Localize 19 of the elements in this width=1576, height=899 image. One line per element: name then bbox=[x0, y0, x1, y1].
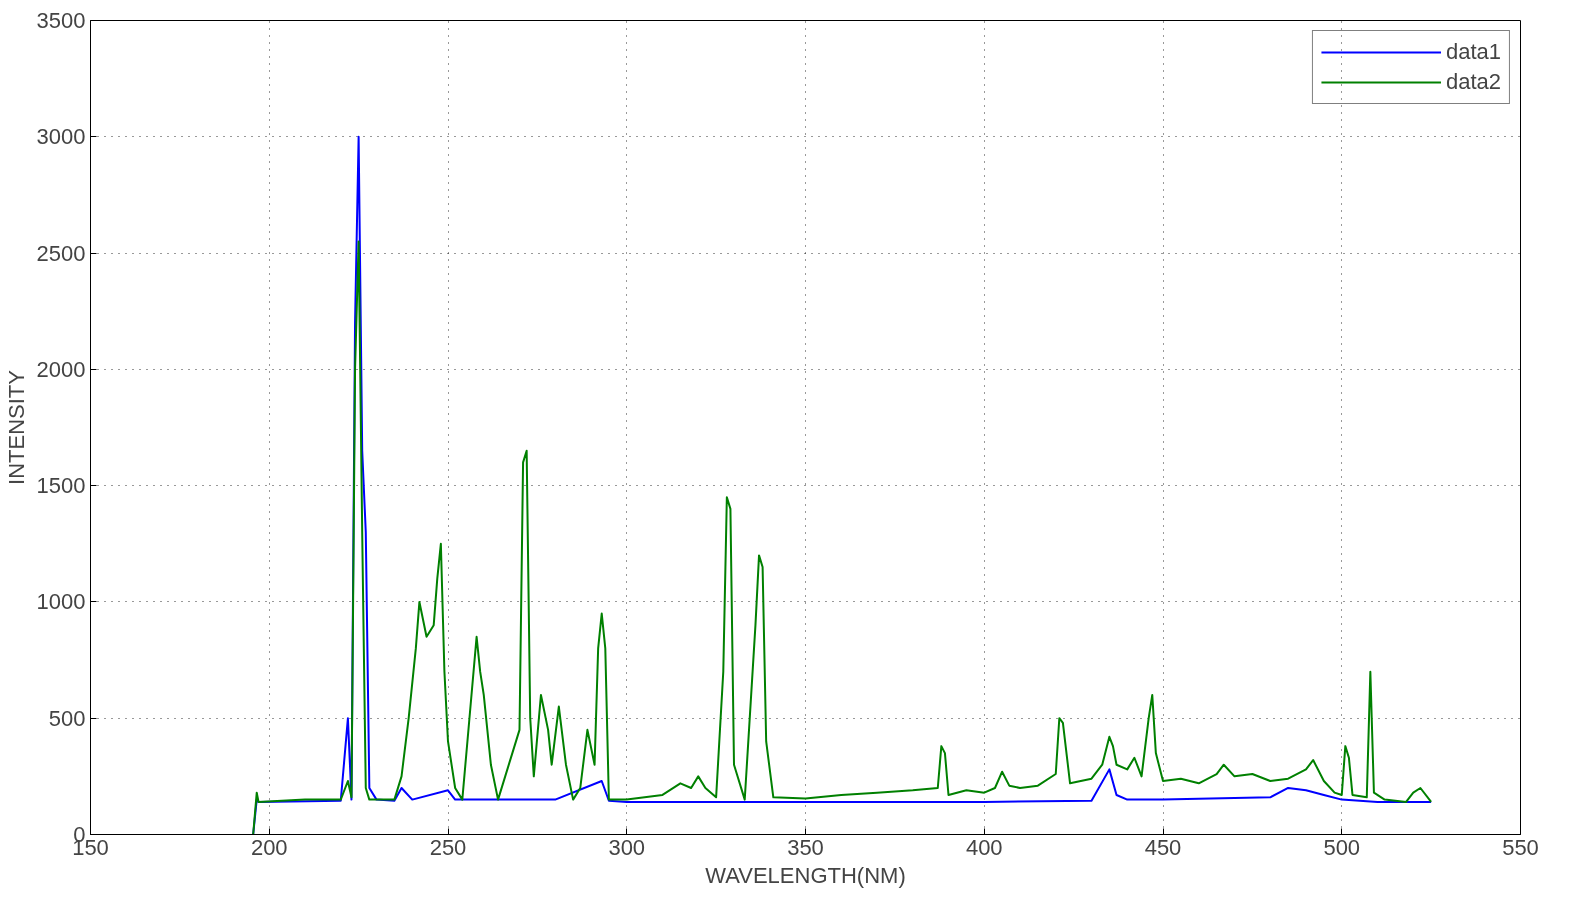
y-tick-label: 1000 bbox=[36, 589, 86, 615]
y-tick-label: 2500 bbox=[36, 240, 86, 266]
text: data1 bbox=[1445, 39, 1501, 65]
x-tick-label: 250 bbox=[429, 834, 467, 860]
x-tick-label: 450 bbox=[1144, 834, 1182, 860]
x-tick-label: 200 bbox=[250, 834, 288, 860]
x-tick-label: 350 bbox=[787, 834, 824, 860]
y-tick-label: 500 bbox=[48, 705, 86, 731]
y-tick-label: 2000 bbox=[36, 356, 86, 382]
x-tick-label: 400 bbox=[965, 834, 1003, 860]
x-tick-label: 550 bbox=[1502, 834, 1539, 860]
y-axis-title: INTENSITY bbox=[3, 369, 29, 485]
y-tick-label: 3000 bbox=[36, 124, 86, 150]
x-tick-label: 300 bbox=[608, 834, 646, 860]
text: data2 bbox=[1445, 69, 1501, 95]
x-axis-title: WAVELENGTH(NM) bbox=[705, 862, 906, 888]
y-tick-label: 1500 bbox=[36, 473, 86, 499]
x-tick-label: 500 bbox=[1323, 834, 1361, 860]
y-tick-label: 3500 bbox=[36, 8, 86, 33]
